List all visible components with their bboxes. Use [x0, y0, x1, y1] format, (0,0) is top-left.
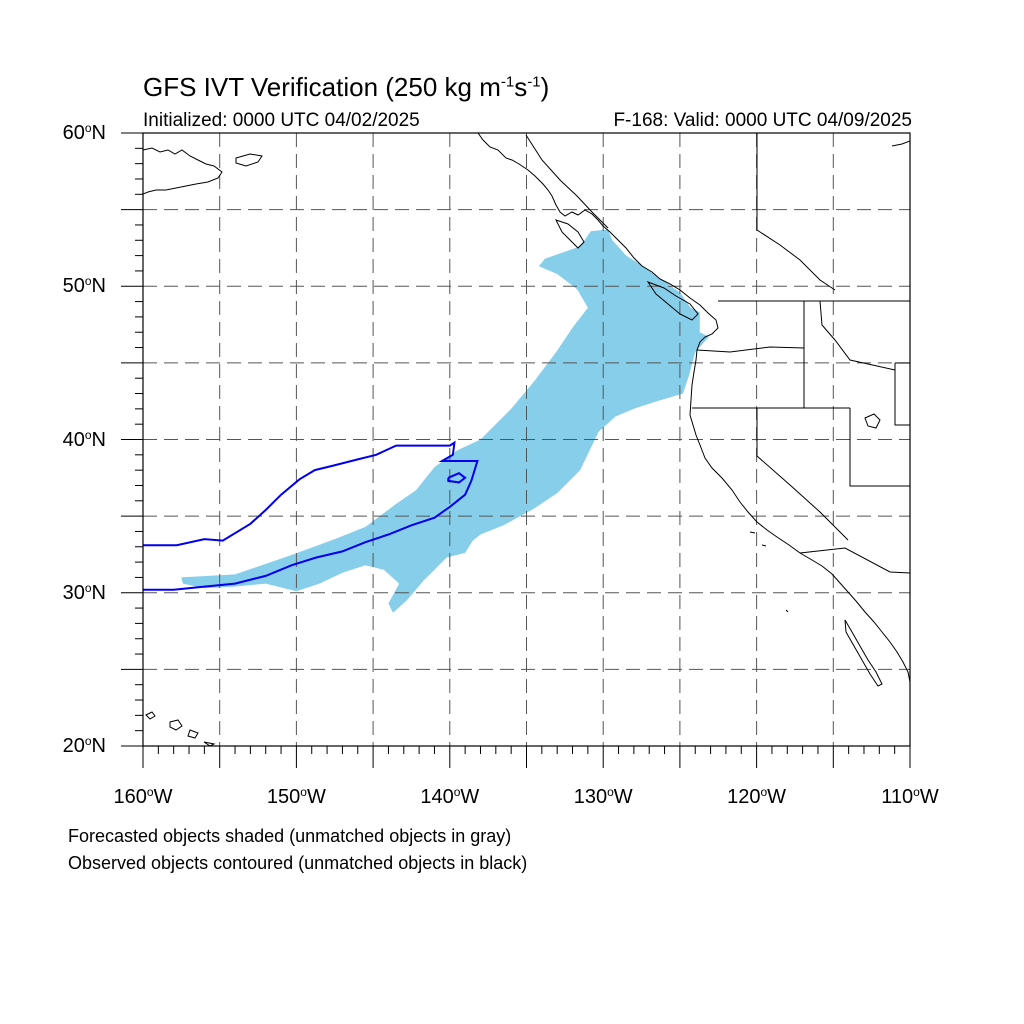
- political-borders: [525, 133, 910, 574]
- longitude-label: 110oW: [881, 785, 939, 808]
- forecast-object-shaded: [181, 229, 710, 613]
- latitude-label: 30oN: [62, 580, 106, 604]
- axis-ticks: [121, 132, 911, 768]
- longitude-label: 160oW: [113, 785, 173, 808]
- coastlines: [143, 133, 910, 746]
- longitude-label: 140oW: [420, 785, 480, 808]
- latitude-label: 50oN: [62, 274, 106, 298]
- longitude-label: 120oW: [727, 785, 787, 808]
- latitude-label: 20oN: [62, 734, 106, 757]
- chart-title: GFS IVT Verification (250 kg m-1s-1): [143, 72, 550, 102]
- longitude-label: 150oW: [266, 785, 326, 808]
- caption-observed: Observed objects contoured (unmatched ob…: [68, 853, 528, 873]
- latitude-label: 40oN: [62, 427, 106, 451]
- valid-time-label: F-168: Valid: 0000 UTC 04/09/2025: [613, 110, 912, 131]
- init-time-label: Initialized: 0000 UTC 04/02/2025: [143, 110, 420, 131]
- longitude-label: 130oW: [573, 785, 633, 808]
- caption-forecast: Forecasted objects shaded (unmatched obj…: [68, 826, 512, 846]
- forecast-objects: [181, 229, 710, 613]
- observed-object-contour: [447, 472, 467, 484]
- gridlines: [143, 133, 910, 746]
- observed-object-contour: [143, 440, 479, 591]
- latitude-label: 60oN: [62, 121, 106, 144]
- observed-objects: [143, 440, 479, 591]
